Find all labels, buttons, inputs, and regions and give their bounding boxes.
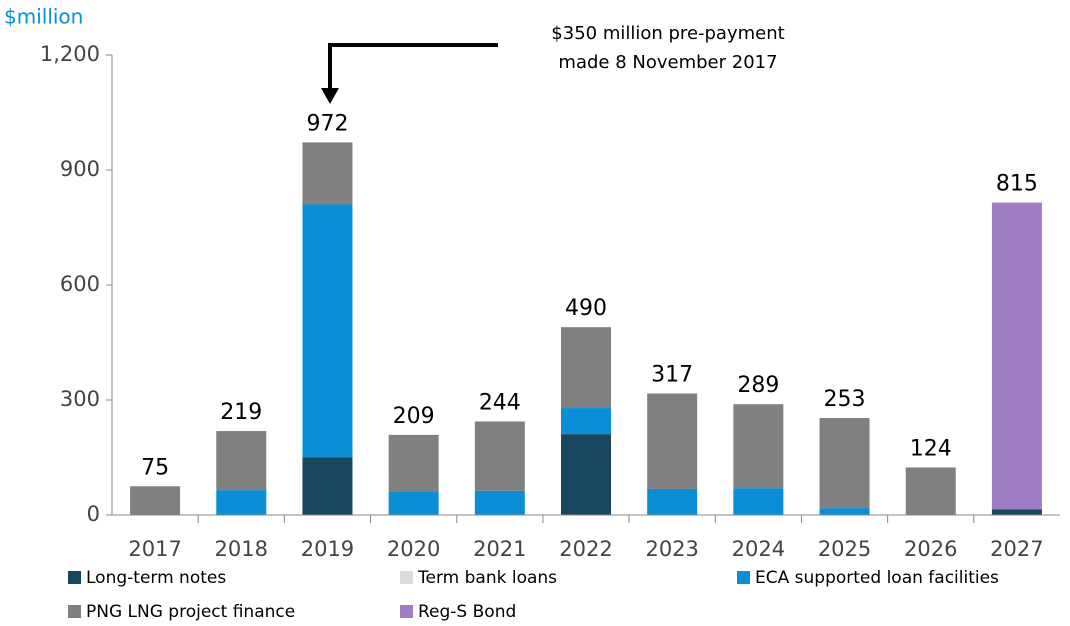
total-label: 490: [565, 296, 607, 321]
total-label: 253: [824, 387, 866, 412]
annotation-arrow: [328, 43, 498, 90]
x-tick-label: 2024: [732, 537, 785, 561]
legend-label: Reg-S Bond: [418, 602, 516, 622]
x-tick-label: 2026: [904, 537, 957, 561]
bar-segment: [561, 434, 611, 515]
y-tick-label: 600: [60, 272, 100, 296]
bar-segment: [733, 404, 784, 489]
bar-segment: [561, 408, 611, 435]
legend-swatch: [68, 605, 81, 618]
annotation: made 8 November 2017: [558, 52, 777, 73]
bar-segment: [905, 467, 956, 515]
y-tick-label: 0: [87, 502, 100, 526]
y-tick-label: 1,200: [40, 42, 100, 66]
total-label: 75: [141, 455, 169, 480]
bar-segment: [733, 488, 784, 515]
x-tick-label: 2019: [301, 537, 354, 561]
bar-segment: [216, 490, 267, 515]
x-tick-label: 2020: [387, 537, 440, 561]
bar-segment: [216, 431, 267, 491]
legend-swatch: [400, 571, 413, 584]
bar-segment: [302, 142, 353, 205]
y-axis-label: $million: [4, 5, 83, 29]
total-label: 972: [306, 111, 348, 136]
bar-segment: [388, 434, 439, 492]
arrow-head: [321, 88, 339, 104]
y-tick-label: 900: [60, 157, 100, 181]
bar-segment: [819, 508, 870, 515]
bar-segment: [991, 202, 1042, 510]
total-label: 219: [220, 400, 262, 425]
legend-label: ECA supported loan facilities: [755, 568, 999, 588]
x-tick-label: 2022: [559, 537, 612, 561]
x-tick-label: 2017: [128, 537, 181, 561]
bar-segment: [991, 509, 1042, 515]
bar-segment: [302, 204, 353, 458]
bar-segment: [647, 488, 698, 515]
total-label: 209: [393, 404, 435, 429]
x-tick-label: 2018: [215, 537, 268, 561]
total-label: 815: [996, 172, 1038, 197]
legend-label: Term bank loans: [417, 568, 557, 588]
total-label: 124: [910, 436, 952, 461]
bar-segment: [474, 490, 525, 515]
legend-swatch: [68, 571, 81, 584]
legend-label: Long-term notes: [86, 568, 226, 588]
legend-swatch: [737, 571, 750, 584]
bar-segment: [647, 393, 698, 489]
bar-segment: [561, 327, 611, 409]
bar-segment: [474, 421, 525, 491]
x-tick-label: 2023: [645, 537, 698, 561]
total-label: 317: [651, 362, 693, 387]
bar-segment: [819, 418, 870, 509]
x-tick-label: 2021: [473, 537, 526, 561]
bar-segment: [130, 486, 181, 515]
total-label: 289: [737, 373, 779, 398]
total-label: 244: [479, 390, 521, 415]
legend-label: PNG LNG project finance: [86, 602, 295, 622]
x-tick-label: 2025: [818, 537, 871, 561]
legend-swatch: [400, 605, 413, 618]
y-tick-label: 300: [60, 387, 100, 411]
x-tick-label: 2027: [990, 537, 1043, 561]
annotation: $350 million pre-payment: [551, 23, 784, 44]
bar-segment: [302, 457, 353, 515]
bar-segment: [388, 492, 439, 515]
